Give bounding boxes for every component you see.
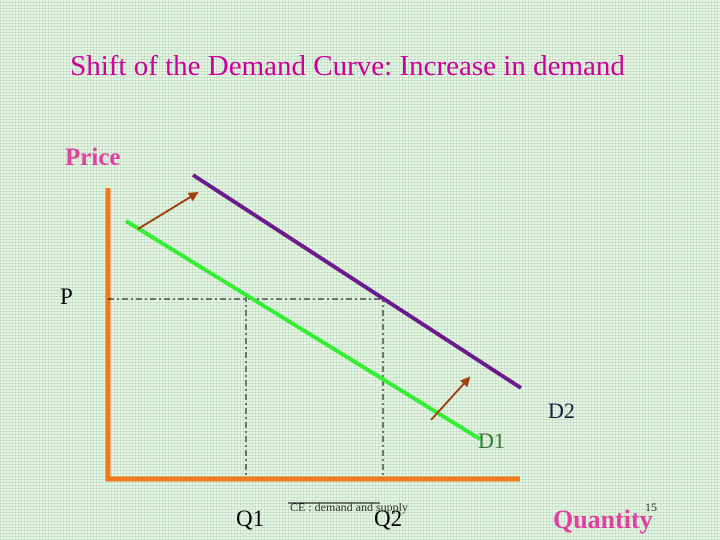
q2-label: Q2 bbox=[374, 506, 403, 531]
q1-label: Q1 bbox=[236, 506, 265, 531]
y-axis-label: Price bbox=[65, 144, 121, 171]
demand-curve-d2 bbox=[191, 173, 523, 390]
shift-arrow-upper bbox=[137, 191, 199, 230]
d2-label: D2 bbox=[548, 398, 575, 423]
d1-label: D1 bbox=[478, 428, 505, 453]
slide-number: 15 bbox=[645, 500, 657, 514]
demand-curve-d1 bbox=[124, 219, 482, 441]
x-axis-label: Quantity bbox=[553, 505, 653, 534]
footer-text: CE : demand and supply bbox=[290, 500, 408, 514]
price-marker-label: P bbox=[60, 284, 73, 309]
shift-arrow-lower bbox=[430, 376, 471, 421]
slide-title: Shift of the Demand Curve: Increase in d… bbox=[70, 50, 625, 82]
